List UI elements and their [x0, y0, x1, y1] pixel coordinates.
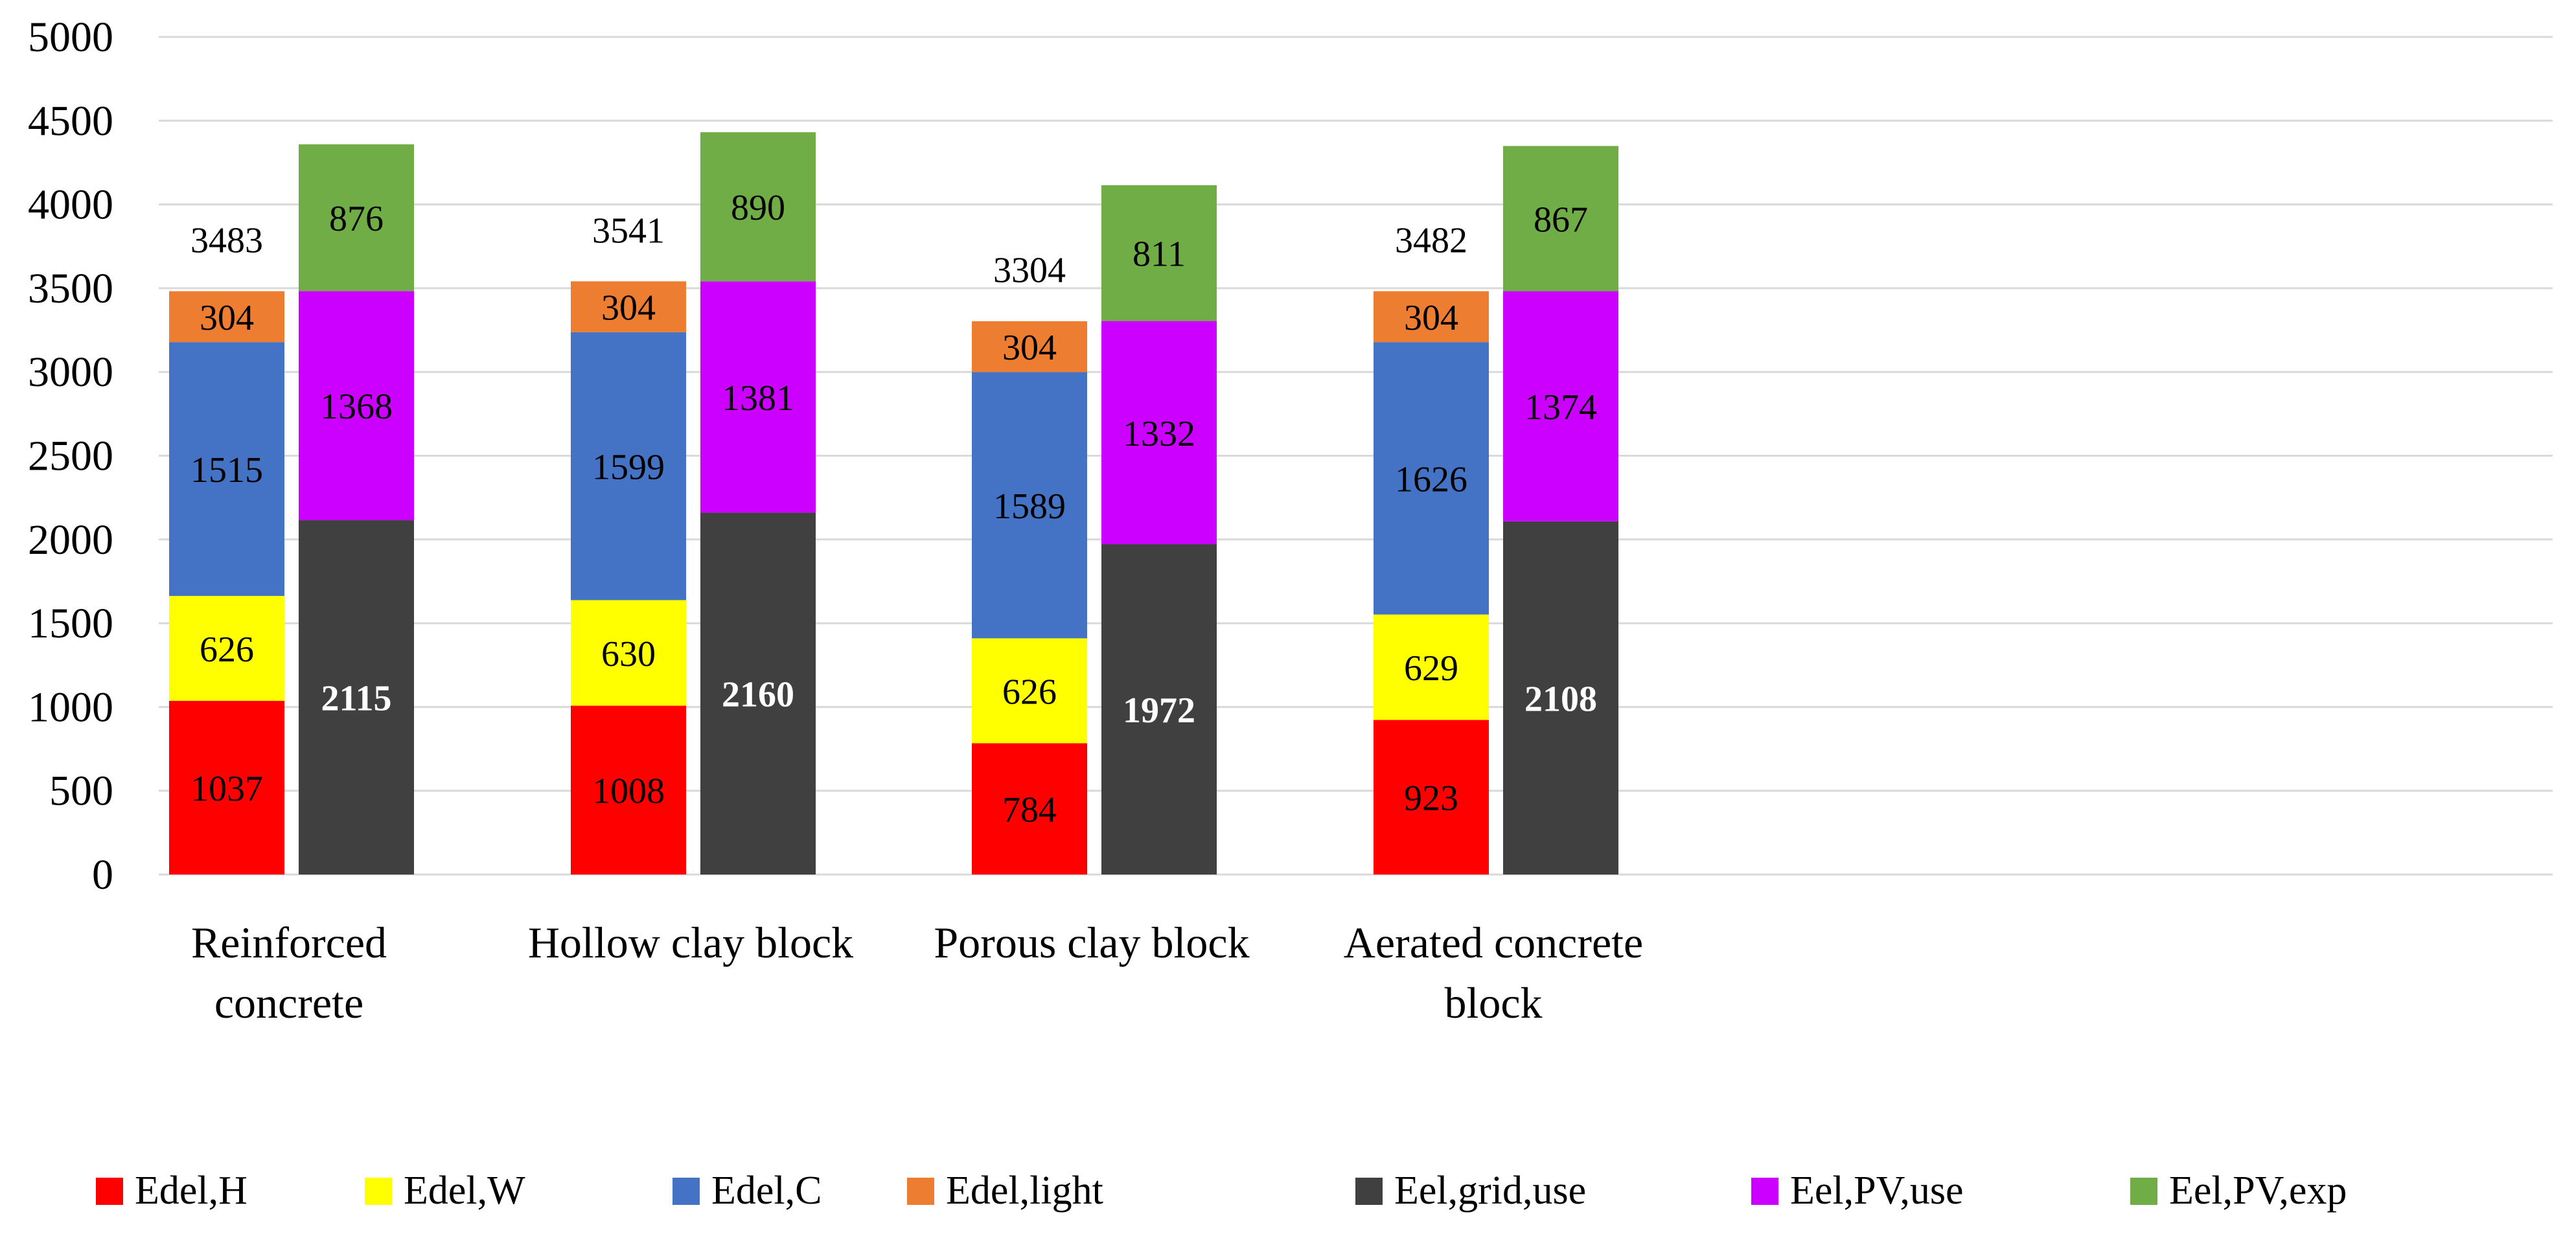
data-label: 923 — [1404, 779, 1458, 819]
total-label: 3483 — [190, 220, 263, 260]
data-label: 1599 — [592, 448, 665, 488]
data-label: 304 — [200, 298, 254, 338]
bar-segment-edel-w — [571, 600, 686, 706]
legend-label: Edel,W — [404, 1169, 525, 1213]
bar-segment-edel-h — [169, 700, 284, 875]
y-tick-label: 0 — [92, 851, 113, 898]
legend-swatch — [673, 1178, 700, 1205]
total-label: 3482 — [1395, 221, 1467, 261]
data-labels: 1037 1008 784 923 626 630 626 629 1515 1599 1589 16… — [190, 188, 1597, 830]
legend-label: Edel,H — [135, 1169, 247, 1213]
bar-segment-eel-grid-use — [1503, 521, 1618, 875]
bar-segment-eel-pv-exp — [1101, 185, 1217, 321]
legend-label: Edel,light — [946, 1169, 1103, 1213]
bar-segment-edel-light — [972, 321, 1087, 372]
data-label: 1374 — [1524, 387, 1597, 428]
data-label: 626 — [1002, 672, 1057, 712]
bar-segment-edel-h — [571, 705, 686, 875]
bar-segment-eel-pv-use — [1503, 291, 1618, 521]
x-category-label: Hollow clay block — [528, 918, 853, 967]
x-category-label: block — [1444, 978, 1542, 1027]
y-tick-label: 2500 — [28, 433, 113, 480]
bar-segment-eel-pv-exp — [700, 132, 816, 282]
bar-segment-edel-h — [1374, 720, 1489, 875]
x-axis-categories: Reinforced concrete Hollow clay block Porou… — [191, 918, 1643, 1027]
bar-segment-eel-grid-use — [700, 512, 816, 875]
y-tick-label: 4000 — [28, 181, 113, 229]
bar-segment-edel-h — [972, 743, 1087, 875]
y-tick-label: 1000 — [28, 683, 113, 731]
bar-segment-eel-pv-use — [700, 281, 816, 513]
data-label: 811 — [1133, 235, 1186, 275]
data-label: 867 — [1534, 200, 1588, 240]
data-label: 1972 — [1123, 691, 1195, 731]
y-tick-label: 2000 — [28, 516, 113, 564]
bars — [169, 132, 1618, 875]
gridlines — [159, 36, 2553, 876]
bar-segment-eel-pv-exp — [1503, 146, 1618, 292]
legend-swatch — [1355, 1178, 1383, 1205]
bar-segment-eel-pv-use — [299, 291, 414, 521]
legend-swatch — [365, 1178, 392, 1205]
data-label: 1381 — [722, 378, 794, 418]
data-label: 2108 — [1524, 679, 1597, 719]
total-label: 3541 — [592, 211, 665, 251]
bar-segment-edel-c — [972, 372, 1087, 639]
x-category-label: Reinforced — [191, 918, 387, 967]
y-tick-label: 5000 — [28, 14, 113, 61]
data-label: 304 — [601, 288, 656, 328]
x-category-label: Porous clay block — [934, 918, 1249, 967]
legend-swatch — [907, 1178, 934, 1205]
x-category-label: Aerated concrete — [1344, 918, 1643, 967]
bar-segment-edel-light — [571, 281, 686, 332]
legend-label: Eel,grid,use — [1394, 1169, 1586, 1213]
x-category-label: concrete — [214, 978, 363, 1027]
data-label: 304 — [1404, 298, 1458, 338]
bar-segment-eel-grid-use — [1101, 544, 1217, 875]
y-tick-label: 4500 — [28, 97, 113, 144]
data-label: 1589 — [993, 486, 1066, 527]
total-label: 3304 — [993, 251, 1066, 291]
data-label: 626 — [200, 630, 254, 670]
data-label: 1626 — [1395, 459, 1467, 499]
legend-swatch — [96, 1178, 123, 1205]
y-tick-label: 3000 — [28, 349, 113, 396]
bar-segment-eel-pv-exp — [299, 144, 414, 292]
legend-label: Eel,PV,use — [1790, 1169, 1964, 1213]
data-label: 1037 — [190, 769, 263, 809]
legend: Edel,H Edel,W Edel,C Edel,light Eel,grid,use… — [96, 1169, 2347, 1213]
legend-swatch — [1751, 1178, 1778, 1205]
bar-segment-edel-w — [1374, 614, 1489, 720]
bar-segment-eel-pv-use — [1101, 321, 1217, 545]
bar-segment-edel-c — [169, 342, 284, 596]
y-axis: 0 500 1000 1500 2000 2500 3000 3500 4000 4500 5000 — [28, 14, 113, 898]
data-label: 630 — [601, 634, 656, 674]
bar-segment-eel-grid-use — [299, 520, 414, 875]
bar-segment-edel-c — [571, 332, 686, 601]
data-label: 1368 — [320, 387, 393, 427]
data-label: 2115 — [321, 679, 392, 719]
data-label: 1008 — [592, 772, 665, 812]
bar-segment-edel-w — [169, 595, 284, 701]
legend-label: Edel,C — [711, 1169, 822, 1213]
data-label: 629 — [1404, 648, 1458, 689]
y-tick-label: 1500 — [28, 600, 113, 647]
data-label: 1515 — [190, 450, 263, 490]
data-label: 876 — [329, 199, 384, 239]
bar-segment-edel-w — [972, 638, 1087, 744]
y-tick-label: 3500 — [28, 265, 113, 312]
data-label: 784 — [1002, 790, 1057, 830]
data-label: 1332 — [1123, 414, 1195, 454]
data-label: 2160 — [722, 675, 794, 715]
legend-swatch — [2130, 1178, 2157, 1205]
data-label: 890 — [731, 188, 785, 228]
bar-segment-edel-c — [1374, 342, 1489, 615]
data-label: 304 — [1002, 328, 1057, 368]
y-tick-label: 500 — [49, 768, 113, 815]
bar-segment-edel-light — [1374, 291, 1489, 343]
legend-label: Eel,PV,exp — [2169, 1169, 2347, 1213]
bar-segment-edel-light — [169, 291, 284, 343]
